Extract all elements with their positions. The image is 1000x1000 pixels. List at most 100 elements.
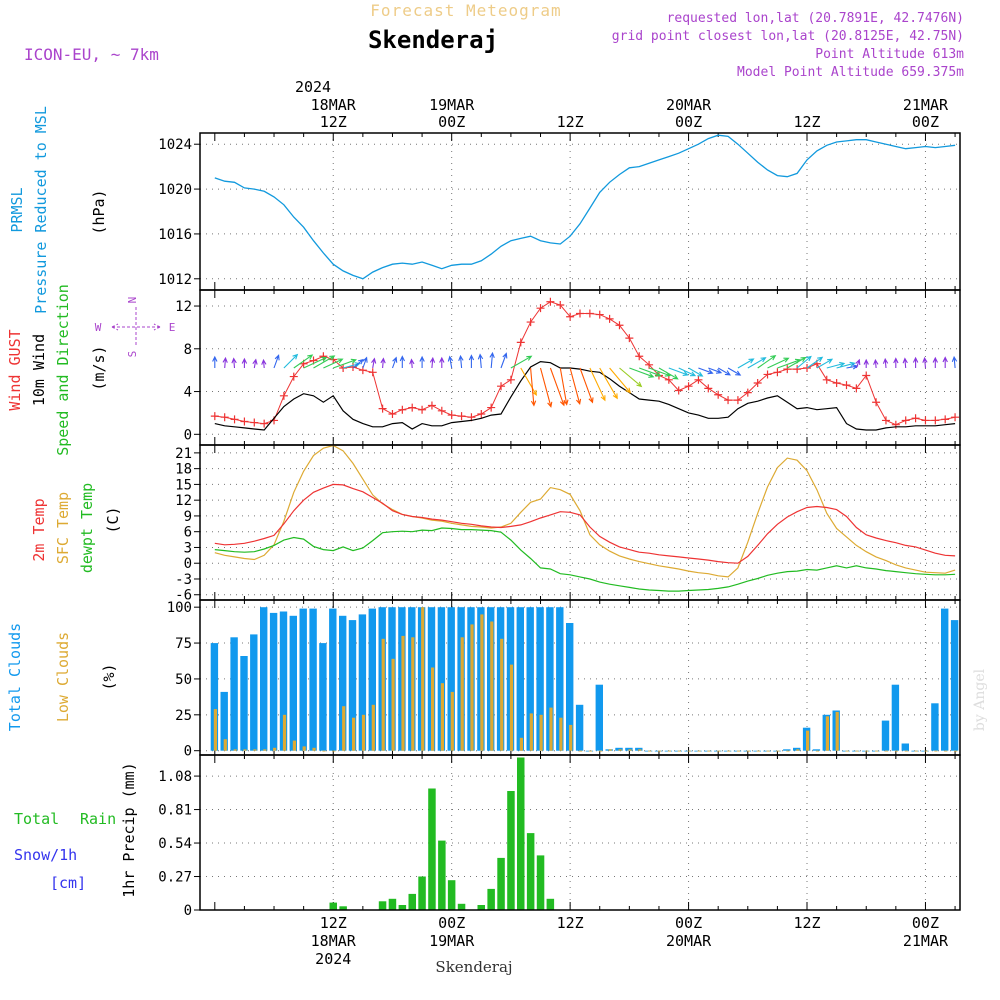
low-clouds-bar — [776, 750, 780, 752]
rain-bar — [497, 857, 505, 910]
low-clouds-bar — [500, 638, 504, 751]
wind-direction-arrow — [816, 358, 834, 369]
wind-direction-arrow — [549, 367, 565, 407]
gust-marker — [220, 413, 229, 422]
bottom-axis-time: 00Z — [438, 914, 465, 932]
wind-direction-arrow — [520, 367, 537, 396]
low-clouds-bar — [312, 747, 316, 751]
wind-direction-arrow — [419, 355, 425, 368]
rain-bar — [438, 840, 446, 910]
wind-direction-arrow — [806, 356, 824, 369]
rain-bar — [339, 906, 347, 910]
model-point-altitude: Model Point Altitude 659.375m — [737, 65, 964, 80]
rain-bar — [428, 788, 436, 910]
gust-marker — [921, 416, 930, 425]
low-clouds-bar — [924, 750, 928, 752]
rain-bar — [526, 833, 535, 910]
bottom-axis-date: 18MAR — [311, 932, 357, 950]
low-clouds-bar — [539, 714, 543, 751]
gust-marker — [684, 382, 693, 391]
pressure-ytick-label: 1016 — [158, 227, 192, 243]
wind-direction-arrow — [399, 355, 405, 368]
low-clouds-bar — [233, 749, 237, 751]
bottom-axis-time: 00Z — [675, 914, 702, 932]
total-clouds-bar — [615, 747, 623, 751]
wind-direction-arrow — [932, 356, 938, 368]
temp-unit: (C) — [104, 506, 122, 533]
temperature-ytick-label: -3 — [175, 572, 192, 588]
pressure-panel: 1012 1016 1020 1024 — [158, 132, 961, 291]
wind-direction-arrow — [619, 367, 643, 388]
dewpt-line — [214, 527, 956, 592]
total-clouds-bar — [526, 607, 534, 751]
wind-direction-arrow — [241, 357, 248, 368]
low-clouds-bar — [273, 747, 277, 751]
low-clouds-bar — [766, 750, 770, 752]
gust-marker — [664, 375, 673, 384]
top-axis-time: 00Z — [912, 113, 939, 131]
total-clouds-bar — [783, 749, 791, 751]
wind-ytick-label: 8 — [184, 342, 192, 358]
gust-marker — [408, 403, 417, 412]
clouds-ytick-label: 100 — [167, 600, 192, 616]
wind-direction-arrow — [942, 356, 948, 368]
total-clouds-bar — [931, 703, 939, 751]
gust-marker — [398, 405, 407, 414]
total-clouds-bar — [437, 607, 446, 751]
low-clouds-bar — [954, 750, 958, 752]
wind-direction-arrow — [212, 355, 218, 368]
low-clouds-bar — [914, 750, 918, 752]
low-clouds-bar — [697, 750, 701, 752]
low-clouds-bar — [707, 750, 711, 752]
rain-label: Rain — [80, 810, 116, 828]
total-clouds-bar — [299, 608, 307, 751]
low-clouds-bar — [746, 750, 750, 752]
wind-direction-arrow — [352, 358, 364, 369]
total-clouds-label: Total Clouds — [6, 623, 24, 731]
top-axis-time: 12Z — [557, 113, 584, 131]
gust-marker — [615, 321, 624, 330]
low-clouds-bar — [342, 706, 346, 751]
compass-e: E — [169, 321, 176, 334]
total-clouds-bar — [575, 704, 584, 751]
top-axis-date: 21MAR — [903, 96, 949, 114]
precip-frame — [199, 754, 961, 911]
wind-direction-arrow — [313, 355, 336, 369]
bottom-axis-time: 12Z — [793, 914, 820, 932]
wind-direction-arrow — [787, 356, 807, 369]
low-clouds-bar — [401, 635, 405, 751]
gust-marker — [260, 419, 269, 428]
low-clouds-bar — [223, 739, 227, 751]
wind-label: 10m Wind — [30, 334, 48, 406]
wind-direction-arrow — [599, 367, 618, 400]
total-clouds-bar — [950, 620, 959, 751]
t2m-label: 2m Temp — [30, 498, 48, 561]
total-clouds-bar — [279, 611, 288, 751]
wind-direction-arrow — [688, 367, 704, 377]
gust-marker — [793, 365, 802, 374]
wind-dir-label: Speed and Direction — [54, 284, 72, 456]
temperature-ytick-label: 12 — [175, 493, 192, 509]
wind-direction-arrow — [727, 367, 742, 376]
wind-direction-arrow — [922, 356, 928, 369]
wind-direction-arrow — [629, 367, 655, 378]
wind-ytick-label: 0 — [184, 427, 192, 443]
low-clouds-bar — [322, 750, 326, 752]
gust-line — [214, 301, 956, 426]
wind-direction-arrow — [447, 355, 454, 369]
gust-marker — [704, 384, 713, 393]
low-clouds-bar — [717, 750, 721, 752]
total-clouds-bar — [250, 634, 258, 751]
wind-direction-arrow — [882, 357, 889, 369]
gust-marker — [852, 384, 861, 393]
wind-ytick-label: 12 — [175, 299, 192, 315]
total-clouds-bar — [516, 607, 524, 751]
wind-direction-arrow — [912, 356, 919, 368]
wind-direction-arrow — [873, 358, 879, 369]
gust-marker — [230, 415, 239, 424]
gust-marker — [674, 386, 683, 395]
low-clouds-bar — [855, 750, 859, 752]
